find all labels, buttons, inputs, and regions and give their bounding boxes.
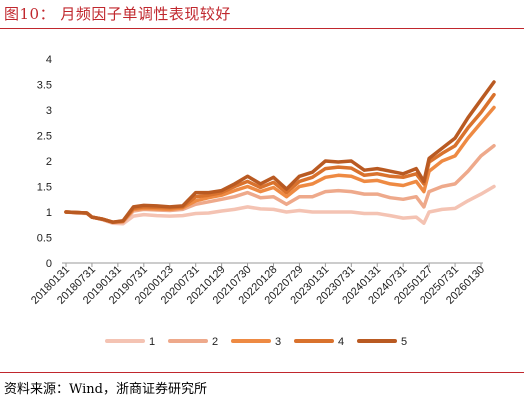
y-tick-label: 0.5 — [37, 233, 52, 245]
series-line-5 — [64, 80, 496, 224]
series-layer — [64, 80, 496, 226]
footer-divider — [0, 372, 524, 373]
legend-label-3: 3 — [275, 336, 281, 348]
y-tick-label: 4 — [46, 54, 52, 66]
y-tick-label: 1.5 — [37, 182, 52, 194]
figure-title: 图10： 月频因子单调性表现较好 — [4, 5, 231, 23]
legend: 1 2 3 4 5 — [105, 336, 407, 348]
y-tick-label: 0 — [46, 258, 52, 270]
legend-label-4: 4 — [338, 336, 344, 348]
y-tick-label: 2 — [46, 156, 52, 168]
title-divider — [0, 28, 524, 29]
y-tick-label: 3 — [46, 105, 52, 117]
legend-label-2: 2 — [212, 336, 218, 348]
legend-label-1: 1 — [149, 336, 155, 348]
y-tick-label: 1 — [46, 207, 52, 219]
x-axis: 2018013120180731201901312019073120200123… — [29, 262, 487, 307]
y-tick-label: 2.5 — [37, 131, 52, 143]
source-note: 资料来源：Wind，浙商证券研究所 — [4, 382, 207, 397]
legend-label-5: 5 — [401, 336, 407, 348]
y-axis: 0 0.5 1 1.5 2 2.5 3 3.5 4 — [37, 54, 52, 270]
y-tick-label: 3.5 — [37, 80, 52, 92]
